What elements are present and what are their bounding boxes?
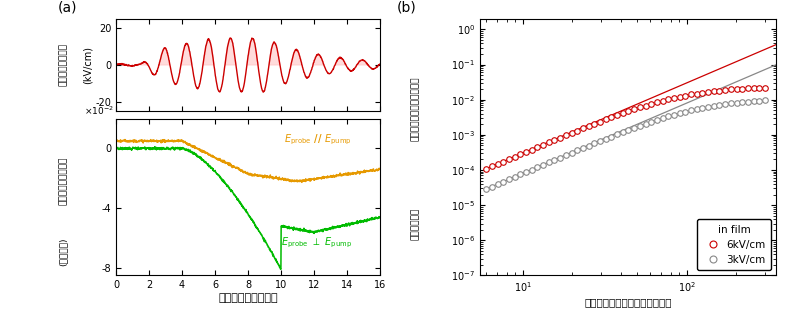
Text: (a): (a) bbox=[58, 0, 78, 14]
X-axis label: 時間遅延（ピコ秒）: 時間遅延（ピコ秒） bbox=[218, 293, 278, 303]
Text: ポンププローブ信号: ポンププローブ信号 bbox=[58, 157, 68, 206]
Y-axis label: (kV/cm): (kV/cm) bbox=[82, 46, 93, 84]
Legend: 6kV/cm, 3kV/cm: 6kV/cm, 3kV/cm bbox=[697, 219, 770, 270]
Text: テラヘルツ周波数の大きさ: テラヘルツ周波数の大きさ bbox=[410, 76, 419, 141]
Text: テラヘルツ電磁場: テラヘルツ電磁場 bbox=[58, 44, 68, 86]
Text: $E_{\rm probe}$ // $E_{\rm pump}$: $E_{\rm probe}$ // $E_{\rm pump}$ bbox=[284, 133, 352, 147]
Text: （任意単位）: （任意単位） bbox=[410, 208, 419, 240]
X-axis label: 電子の散乱時間（フェムト秒）: 電子の散乱時間（フェムト秒） bbox=[584, 297, 672, 307]
Text: $E_{\rm probe}$ $\perp$ $E_{\rm pump}$: $E_{\rm probe}$ $\perp$ $E_{\rm pump}$ bbox=[281, 236, 352, 250]
Text: (任意単位): (任意単位) bbox=[58, 238, 68, 266]
Text: $\times 10^{-2}$: $\times 10^{-2}$ bbox=[83, 105, 114, 117]
Text: (b): (b) bbox=[397, 0, 417, 14]
